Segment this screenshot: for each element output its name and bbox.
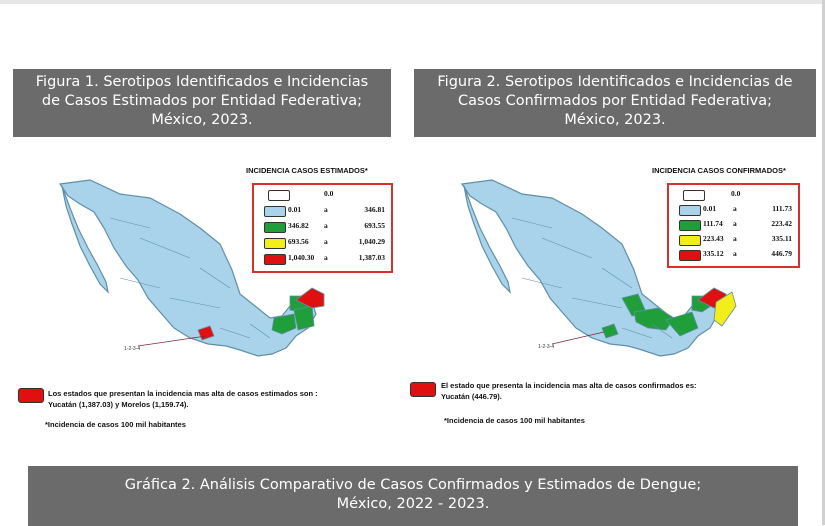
figure1-note-swatch: [18, 388, 44, 403]
legend-swatch: [683, 190, 705, 201]
figure1-title: Figura 1. Serotipos Identificados e Inci…: [13, 69, 391, 137]
legend-sep: a: [733, 204, 737, 213]
legend-low: 0.01: [703, 204, 717, 213]
legend-swatch: [679, 250, 701, 261]
figure1-note-line: Los estados que presentan la incidencia …: [48, 389, 318, 398]
page-top-border: [0, 0, 825, 4]
legend-row: 0.0: [254, 189, 391, 202]
legend-high: 1,040.29: [358, 237, 385, 246]
figure2-title: Figura 2. Serotipos Identificados e Inci…: [414, 69, 816, 137]
veracruz-south-region: [633, 307, 675, 331]
figure1-map-callout: 1-2-3-4: [124, 346, 141, 352]
figure2-map-callout: 1-2-3-4: [538, 344, 555, 350]
legend-low: 223.43: [703, 234, 724, 243]
legend-low: 693.56: [288, 237, 309, 246]
legend-swatch: [264, 206, 286, 217]
legend-row: 0.01 a 111.73: [669, 204, 798, 217]
state-borders: [511, 217, 673, 339]
legend-sep: a: [733, 234, 737, 243]
figure1-note: Los estados que presentan la incidencia …: [48, 388, 368, 410]
legend-sep: a: [324, 237, 328, 246]
legend-high: 223.42: [771, 219, 792, 228]
figure2-legend-title: INCIDENCIA CASOS CONFIRMADOS*: [652, 166, 786, 175]
figure2-note: El estado que presenta la incidencia mas…: [441, 380, 781, 402]
grafica2-title: Gráfica 2. Análisis Comparativo de Casos…: [28, 466, 798, 526]
legend-high: 693.55: [364, 221, 385, 230]
legend-low: 346.82: [288, 221, 309, 230]
yucatan-region: [295, 287, 325, 309]
figure1-footnote: *Incidencia de casos 100 mil habitantes: [45, 420, 186, 429]
figure1-title-line: de Casos Estimados por Entidad Federativ…: [41, 93, 363, 109]
legend-low: 111.74: [703, 219, 723, 228]
legend-row: 111.74 a 223.42: [669, 219, 798, 232]
legend-low: 335.12: [703, 249, 724, 258]
legend-swatch: [679, 205, 701, 216]
baja-california-shape: [61, 185, 109, 294]
legend-low: 0.01: [288, 205, 302, 214]
legend-row: 0.0: [669, 189, 798, 202]
figure2-mexico-map: [452, 178, 782, 378]
legend-high: 346.81: [364, 205, 385, 214]
legend-swatch: [679, 220, 701, 231]
tabasco-region: [271, 313, 297, 335]
legend-row: 693.56 a 1,040.29: [254, 237, 391, 250]
callout-line: [551, 331, 605, 345]
figure2-note-line: Yucatán (446.79).: [441, 392, 502, 401]
figure2-title-line: Figura 2. Serotipos Identificados e Inci…: [437, 74, 793, 90]
tabasco-region: [665, 311, 699, 337]
mainland-shape: [58, 179, 317, 357]
legend-row: 346.82 a 693.55: [254, 221, 391, 234]
legend-low: 1,040.30: [288, 253, 315, 262]
legend-high: 1,387.03: [358, 253, 385, 262]
quintana-roo-region: [713, 291, 737, 327]
callout-line: [137, 335, 207, 347]
page-right-border: [822, 0, 825, 525]
figure1-title-line: México, 2023.: [151, 112, 253, 128]
legend-swatch: [264, 222, 286, 233]
quintana-roo-region: [293, 305, 315, 331]
figure1-note-line: Yucatán (1,387.03) y Morelos (1,159.74).: [48, 400, 189, 409]
state-borders: [109, 217, 271, 339]
figure2-legend: 0.0 0.01 a 111.73 111.74 a 223.42 223.43…: [667, 183, 800, 268]
figure2-note-swatch: [410, 382, 436, 397]
figure2-title-line: México, 2023.: [564, 112, 666, 128]
legend-row: 0.01 a 346.81: [254, 205, 391, 218]
figure1-legend-title: INCIDENCIA CASOS ESTIMADOS*: [246, 166, 368, 175]
figure1-title-line: Figura 1. Serotipos Identificados e Inci…: [35, 74, 369, 90]
legend-row: 223.43 a 335.11: [669, 234, 798, 247]
legend-sep: a: [324, 253, 328, 262]
legend-swatch: [679, 235, 701, 246]
legend-row: 1,040.30 a 1,387.03: [254, 253, 391, 266]
legend-sep: a: [324, 205, 328, 214]
figure1-mexico-map: [50, 178, 380, 378]
legend-sep: a: [733, 219, 737, 228]
legend-row: 335.12 a 446.79: [669, 249, 798, 262]
legend-high: 335.11: [771, 234, 792, 243]
legend-zero: 0.0: [324, 189, 334, 198]
legend-sep: a: [733, 249, 737, 258]
legend-high: 446.79: [771, 249, 792, 258]
legend-swatch: [268, 190, 290, 201]
grafica2-title-line: Gráfica 2. Análisis Comparativo de Casos…: [124, 477, 702, 493]
figure2-note-line: El estado que presenta la incidencia mas…: [441, 381, 697, 390]
legend-swatch: [264, 238, 286, 249]
figure1-legend: 0.0 0.01 a 346.81 346.82 a 693.55 693.56…: [252, 183, 393, 273]
legend-sep: a: [324, 221, 328, 230]
legend-zero: 0.0: [731, 189, 741, 198]
legend-swatch: [264, 254, 286, 265]
morelos-region: [601, 323, 619, 339]
baja-california-shape: [463, 185, 511, 294]
grafica2-title-line: México, 2022 - 2023.: [336, 496, 490, 512]
figure2-title-line: Casos Confirmados por Entidad Federativa…: [458, 93, 772, 109]
figure2-footnote: *Incidencia de casos 100 mil habitantes: [444, 416, 585, 425]
legend-high: 111.73: [772, 204, 792, 213]
